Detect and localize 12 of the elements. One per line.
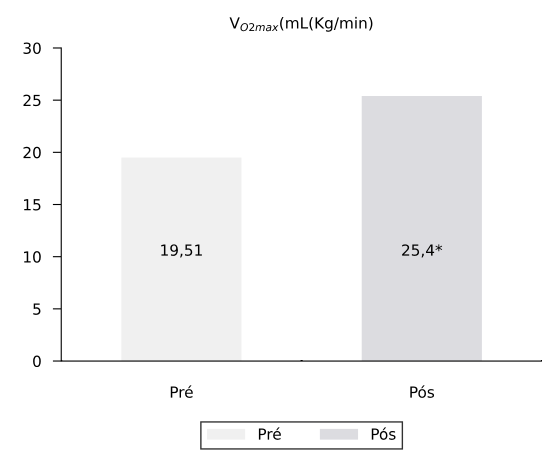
data-label: 19,51 bbox=[161, 244, 202, 258]
y-tick-label: 20 bbox=[23, 146, 41, 158]
y-tick-label: 30 bbox=[24, 42, 41, 54]
y-tick-label: 5 bbox=[33, 304, 40, 315]
legend-label: Pré bbox=[258, 427, 281, 440]
data-label: 25,4* bbox=[402, 244, 442, 258]
legend-label: Pós bbox=[372, 427, 396, 440]
y-tick-label: 10 bbox=[24, 251, 41, 263]
chart-title: V$_{O2max}$(mL(Kg/min) bbox=[230, 16, 372, 32]
y-tick-label: 15 bbox=[24, 199, 40, 211]
y-tick-label: 25 bbox=[23, 94, 40, 106]
y-tick-label: 0 bbox=[33, 355, 41, 368]
